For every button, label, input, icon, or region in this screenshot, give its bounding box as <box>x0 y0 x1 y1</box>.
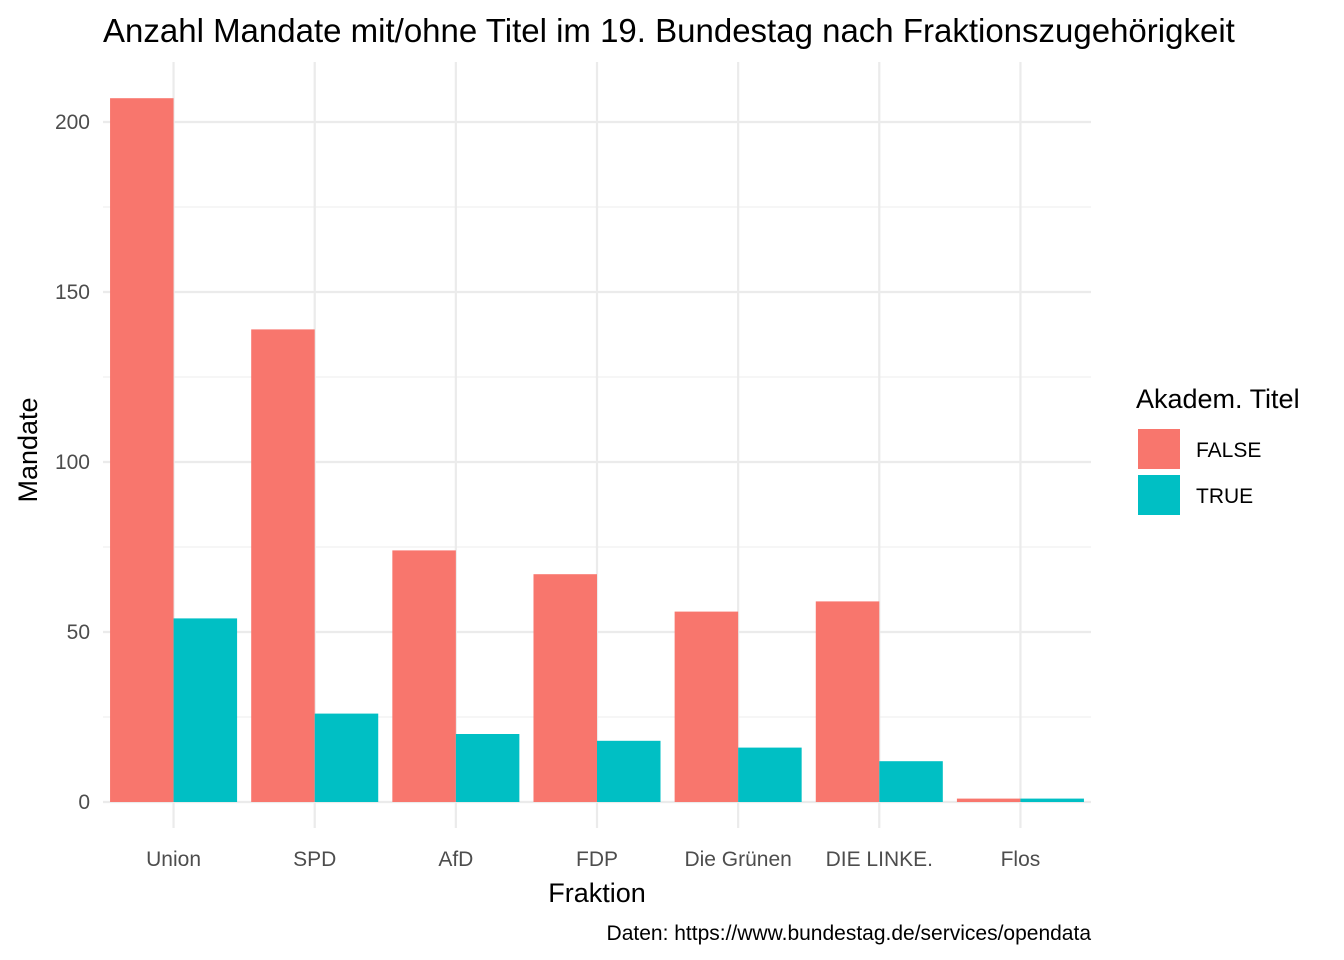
legend: Akadem. Titel FALSE TRUE <box>1136 384 1300 515</box>
x-tick-label: FDP <box>576 848 618 871</box>
y-tick-label: 200 <box>55 111 90 134</box>
x-tick-label: Union <box>146 848 201 871</box>
x-axis-title: Fraktion <box>548 878 646 908</box>
x-tick-label: SPD <box>293 848 336 871</box>
legend-key-true <box>1138 475 1180 515</box>
legend-label-true: TRUE <box>1196 485 1253 508</box>
y-tick-label: 150 <box>55 281 90 304</box>
bar-false-5 <box>815 601 880 802</box>
x-tick-label: Flos <box>1001 848 1041 871</box>
x-tick-label: AfD <box>438 848 473 871</box>
y-tick-label: 50 <box>67 621 90 644</box>
y-axis-title: Mandate <box>13 397 43 502</box>
legend-label-false: FALSE <box>1196 439 1261 462</box>
chart-title: Anzahl Mandate mit/ohne Titel im 19. Bun… <box>103 12 1235 49</box>
bar-true-3 <box>597 740 661 802</box>
x-tick-label: Die Grünen <box>684 848 791 871</box>
x-tick-label: DIE LINKE. <box>826 848 933 871</box>
bar-true-0 <box>173 618 238 802</box>
bar-true-5 <box>879 761 943 802</box>
bar-false-3 <box>533 574 597 802</box>
y-tick-label: 100 <box>55 451 90 474</box>
caption: Daten: https://www.bundestag.de/services… <box>607 922 1092 945</box>
y-axis-ticks: 0 50 100 150 200 <box>55 111 90 814</box>
bars <box>110 98 1084 802</box>
x-axis-ticks: Union SPD AfD FDP Die Grünen DIE LINKE. Flos <box>146 848 1040 871</box>
legend-key-false <box>1138 429 1180 469</box>
bar-true-1 <box>314 713 379 802</box>
legend-title: Akadem. Titel <box>1136 384 1300 414</box>
bar-true-6 <box>1020 798 1084 802</box>
bar-false-6 <box>956 798 1021 802</box>
bar-false-1 <box>251 329 315 802</box>
bar-false-2 <box>392 550 456 802</box>
y-tick-label: 0 <box>78 791 90 814</box>
bar-false-0 <box>110 98 174 802</box>
bar-false-4 <box>674 611 739 802</box>
bar-true-2 <box>455 734 520 802</box>
bar-true-4 <box>738 747 802 802</box>
